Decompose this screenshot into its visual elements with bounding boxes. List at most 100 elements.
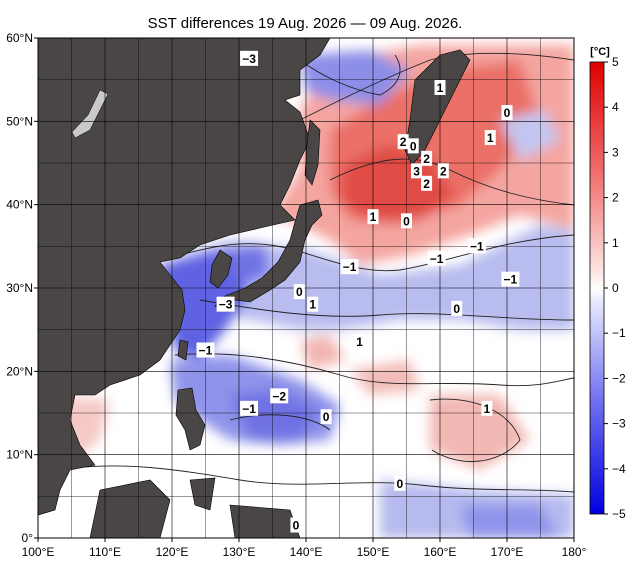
contour-label-bg [320,409,332,425]
contour-label-bg [401,213,412,229]
contour-line [59,465,574,493]
contour-label: 1 [309,298,316,312]
contour-label-bg [307,296,319,312]
contour-label: 0 [504,106,511,120]
contour-label: 2 [423,152,430,166]
contour-label: −1 [470,239,484,253]
lon-tick-label: 120°E [156,545,189,559]
contour-label-bg [411,163,423,179]
colorbar-tick-label: 1 [612,236,619,250]
colorbar-unit: [°C] [590,46,610,58]
contour-label: 0 [403,214,410,228]
contour-label-bg [437,163,449,179]
sulawesi [189,477,216,511]
contour-label-bg [484,130,496,145]
colorbar-tick-label: −3 [612,417,626,431]
colorbar-tick-label: −4 [612,462,626,476]
contour-line [299,52,574,121]
lon-tick-label: 100°E [22,545,55,559]
contour-label: 2 [400,135,407,149]
contour-label: −1 [242,402,256,416]
contour-label-bg [421,150,433,166]
contour-label: 0 [293,519,300,533]
lat-tick-label: 60°N [6,31,33,45]
contour-label-bg [240,50,259,66]
northeast-cold-anomaly [500,110,560,160]
contour-label-bg [216,296,235,312]
colorbar-tick-label: 0 [612,281,619,295]
contour-label-bg [367,209,379,225]
contour-lines [59,52,574,493]
contour-label: −1 [504,273,518,287]
contour-label-bg [394,475,406,491]
colorbar-tick-label: 2 [612,191,619,205]
okhotsk-cold-anomaly [300,50,410,105]
contour-line [199,299,574,321]
contour-label-bg [290,517,302,533]
contour-label: 0 [323,410,330,424]
asia-mainland [38,38,331,516]
contour-label: 1 [356,335,363,349]
contour-label: 1 [484,402,491,416]
warm-patch-east-central [350,360,420,395]
graticule [38,38,574,538]
contour-label-bg [270,388,289,404]
colorbar-tick-label: 4 [612,100,619,114]
warm-patch-southeast [430,395,530,470]
lon-tick-label: 110°E [89,545,121,559]
contour-label: −1 [343,260,357,274]
colorbar-tick-label: 3 [612,145,619,159]
contour-label: 1 [437,81,444,95]
contour-label-bg [354,334,366,350]
contour-label: 1 [487,131,494,145]
contour-label-bg [240,400,259,416]
lon-tick-label: 180° [562,545,587,559]
japan-islands [214,199,323,311]
contour-line [174,353,574,387]
lat-tick-label: 0° [22,531,34,545]
contour-label: 0 [296,285,303,299]
lon-tick-label: 130°E [223,545,256,559]
sea-of-japan-cold-anomaly [220,245,270,285]
colorbar-tick-label: −1 [612,326,626,340]
contour-label-bg [397,134,409,150]
contour-label: −3 [219,298,233,312]
borneo [89,479,171,538]
contour-label: −3 [242,52,256,66]
contour-label-bg [451,300,463,316]
contour-label: −1 [430,252,444,266]
contour-label-bg [196,342,215,358]
lon-tick-label: 170°E [491,545,524,559]
lat-tick-label: 20°N [6,364,33,378]
latitude-axis: 60°N 50°N 40°N 30°N 20°N 10°N 0° [6,31,38,545]
lat-tick-label: 50°N [6,114,33,128]
sakhalin [304,119,321,186]
contour-label: −1 [199,344,213,358]
contour-label-bg [427,250,446,266]
contour-label-bg [434,80,446,95]
contour-label-bg [481,400,493,416]
contour-label: −2 [272,389,286,403]
contour-label: 2 [440,164,447,178]
contour-label: 1 [370,210,377,224]
east-china-sea-cold-anomaly [160,250,250,360]
map-title: SST differences 19 Aug. 2026 — 09 Aug. 2… [148,15,463,32]
lat-tick-label: 40°N [6,198,33,212]
contour-line [429,398,521,462]
contour-line [299,54,401,96]
longitude-axis: 100°E 110°E 120°E 130°E 140°E 150°E 160°E 170°E… [22,538,587,559]
new-guinea [229,504,301,538]
lake-baikal [71,89,109,139]
contour-label-bg [501,105,513,120]
lon-tick-label: 140°E [290,545,323,559]
contour-label-bg [407,138,419,154]
colorbar [589,61,605,515]
contour-label: 2 [423,177,430,191]
contour-label-bg [467,238,486,254]
land-masses [38,38,471,538]
contour-line [329,158,574,206]
philippines [175,387,206,451]
contour-label: 0 [453,302,460,316]
